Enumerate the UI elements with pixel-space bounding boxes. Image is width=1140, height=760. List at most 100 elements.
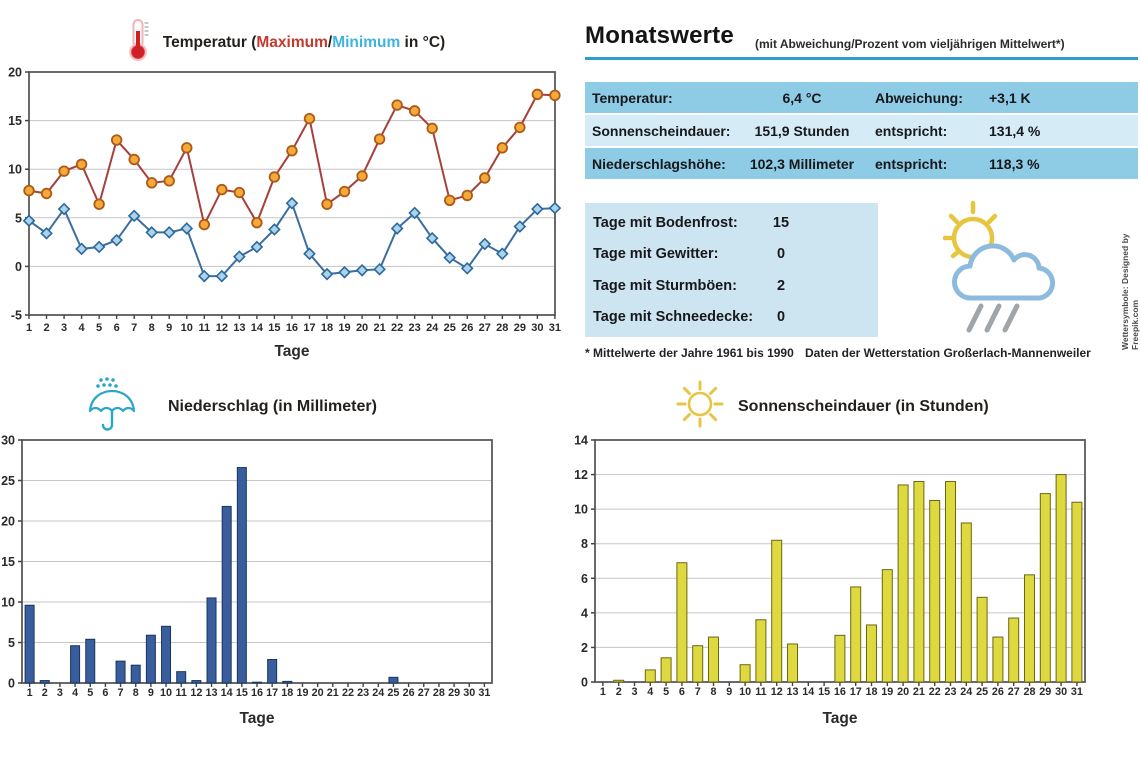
svg-text:10: 10 [739, 686, 751, 698]
svg-text:25: 25 [1, 474, 15, 488]
svg-text:Tage: Tage [239, 710, 274, 727]
svg-text:19: 19 [338, 322, 350, 334]
svg-text:23: 23 [944, 686, 956, 698]
svg-text:5: 5 [663, 686, 669, 698]
footnote-mean-years: * Mittelwerte der Jahre 1961 bis 1990 [585, 346, 794, 360]
svg-text:8: 8 [710, 686, 716, 698]
sunshine-chart-panel: Sonnenscheindauer (in Stunden) 0 2 4 6 8 10 12… [570, 370, 1140, 760]
title-maximum: Maximum [256, 33, 328, 51]
svg-text:15: 15 [818, 686, 830, 698]
svg-text:29: 29 [448, 687, 460, 699]
sun-icon [674, 378, 726, 435]
svg-text:8: 8 [149, 322, 155, 334]
svg-text:22: 22 [391, 322, 403, 334]
monthly-stats-table: Temperatur: 6,4 °C Abweichung: +3,1 K So… [585, 82, 1138, 181]
svg-text:10: 10 [574, 503, 588, 517]
stat-label-2: entspricht: [875, 155, 948, 172]
svg-text:11: 11 [755, 686, 766, 698]
svg-text:13: 13 [786, 686, 798, 698]
svg-text:23: 23 [409, 322, 421, 334]
svg-text:14: 14 [802, 686, 814, 698]
table-row: Temperatur: 6,4 °C Abweichung: +3,1 K [585, 82, 1138, 113]
svg-text:15: 15 [1, 555, 15, 569]
day-stat-value: 0 [776, 246, 786, 263]
svg-text:4: 4 [647, 686, 653, 698]
day-stat-label: Tage mit Gewitter: [593, 246, 719, 263]
table-row: Tage mit Bodenfrost: 15 [585, 215, 878, 231]
svg-text:20: 20 [897, 686, 909, 698]
table-row: Tage mit Sturmböen: 2 [585, 278, 878, 294]
svg-text:27: 27 [418, 687, 430, 699]
svg-text:3: 3 [57, 687, 63, 699]
svg-text:5: 5 [8, 636, 15, 650]
svg-text:2: 2 [581, 641, 588, 655]
svg-text:10: 10 [181, 322, 193, 334]
svg-text:30: 30 [1, 434, 15, 448]
title-minimum: Minimum [332, 33, 401, 51]
svg-text:19: 19 [296, 687, 308, 699]
svg-text:12: 12 [574, 468, 588, 482]
svg-text:22: 22 [929, 686, 941, 698]
svg-text:11: 11 [175, 687, 186, 699]
stat-value-2: 131,4 % [989, 122, 1041, 139]
stat-value: 102,3 Millimeter [749, 155, 855, 172]
svg-text:29: 29 [514, 322, 526, 334]
svg-text:28: 28 [433, 687, 445, 699]
svg-text:30: 30 [463, 687, 475, 699]
svg-text:6: 6 [679, 686, 685, 698]
svg-text:1: 1 [27, 687, 33, 699]
svg-text:17: 17 [850, 686, 862, 698]
precipitation-chart-panel: Niederschlag (in Millimeter) 0 5 10 15 20 25 3… [0, 370, 570, 760]
svg-text:17: 17 [303, 322, 315, 334]
sunshine-bar-chart: 0 2 4 6 8 10 12 14 1 2 3 4 5 6 7 8 9 10 11 12 13 14 15 16 17 18 19… [570, 432, 1140, 739]
temperature-chart-title: Temperatur (Maximum/Minimum in °C) [163, 34, 445, 52]
svg-text:16: 16 [834, 686, 846, 698]
svg-text:0: 0 [8, 677, 15, 691]
svg-text:15: 15 [8, 114, 22, 128]
svg-text:3: 3 [61, 322, 67, 334]
svg-text:15: 15 [236, 687, 248, 699]
svg-text:13: 13 [233, 322, 245, 334]
svg-text:27: 27 [1008, 686, 1020, 698]
table-row: Niederschlagshöhe: 102,3 Millimeter ents… [585, 148, 1138, 179]
svg-text:1: 1 [26, 322, 32, 334]
svg-text:5: 5 [96, 322, 102, 334]
svg-text:27: 27 [479, 322, 491, 334]
svg-text:4: 4 [581, 606, 588, 620]
svg-text:21: 21 [373, 322, 385, 334]
title-separator: / [327, 33, 333, 51]
day-stat-label: Tage mit Sturmböen: [593, 277, 737, 294]
svg-text:9: 9 [726, 686, 732, 698]
svg-text:-5: -5 [11, 309, 22, 323]
monthly-values-subtitle: (mit Abweichung/Prozent vom vieljährigen… [755, 37, 1065, 51]
svg-text:28: 28 [1023, 686, 1035, 698]
title-underline [585, 57, 1138, 60]
svg-text:22: 22 [342, 687, 354, 699]
svg-text:18: 18 [321, 322, 333, 334]
stat-label-2: entspricht: [875, 122, 948, 139]
svg-text:28: 28 [496, 322, 508, 334]
svg-text:6: 6 [102, 687, 108, 699]
svg-text:21: 21 [327, 687, 339, 699]
stat-value-2: +3,1 K [989, 89, 1031, 106]
day-stat-value: 0 [776, 309, 786, 326]
precipitation-bar-chart: 0 5 10 15 20 25 30 1 2 3 4 5 6 7 8 9 10 11 12 13 14 15 16 17 18 1… [0, 432, 570, 739]
stat-label-2: Abweichung: [875, 89, 963, 106]
svg-text:24: 24 [960, 686, 972, 698]
svg-text:20: 20 [312, 687, 324, 699]
stat-value: 151,9 Stunden [754, 122, 850, 139]
svg-text:Tage: Tage [822, 710, 857, 727]
svg-text:6: 6 [581, 572, 588, 586]
svg-text:10: 10 [160, 687, 172, 699]
svg-text:10: 10 [8, 163, 22, 177]
svg-text:20: 20 [8, 66, 22, 80]
table-row: Tage mit Gewitter: 0 [585, 246, 878, 262]
svg-text:3: 3 [631, 686, 637, 698]
day-stat-label: Tage mit Bodenfrost: [593, 214, 738, 231]
svg-text:20: 20 [1, 515, 15, 529]
svg-text:13: 13 [206, 687, 218, 699]
title-prefix: Temperatur ( [162, 33, 257, 51]
svg-text:26: 26 [461, 322, 473, 334]
temperature-line-chart: -5 0 5 10 15 20 1 2 3 4 5 6 7 8 9 10 11 12 13 14 15 16 17 18 19 2… [0, 62, 570, 369]
